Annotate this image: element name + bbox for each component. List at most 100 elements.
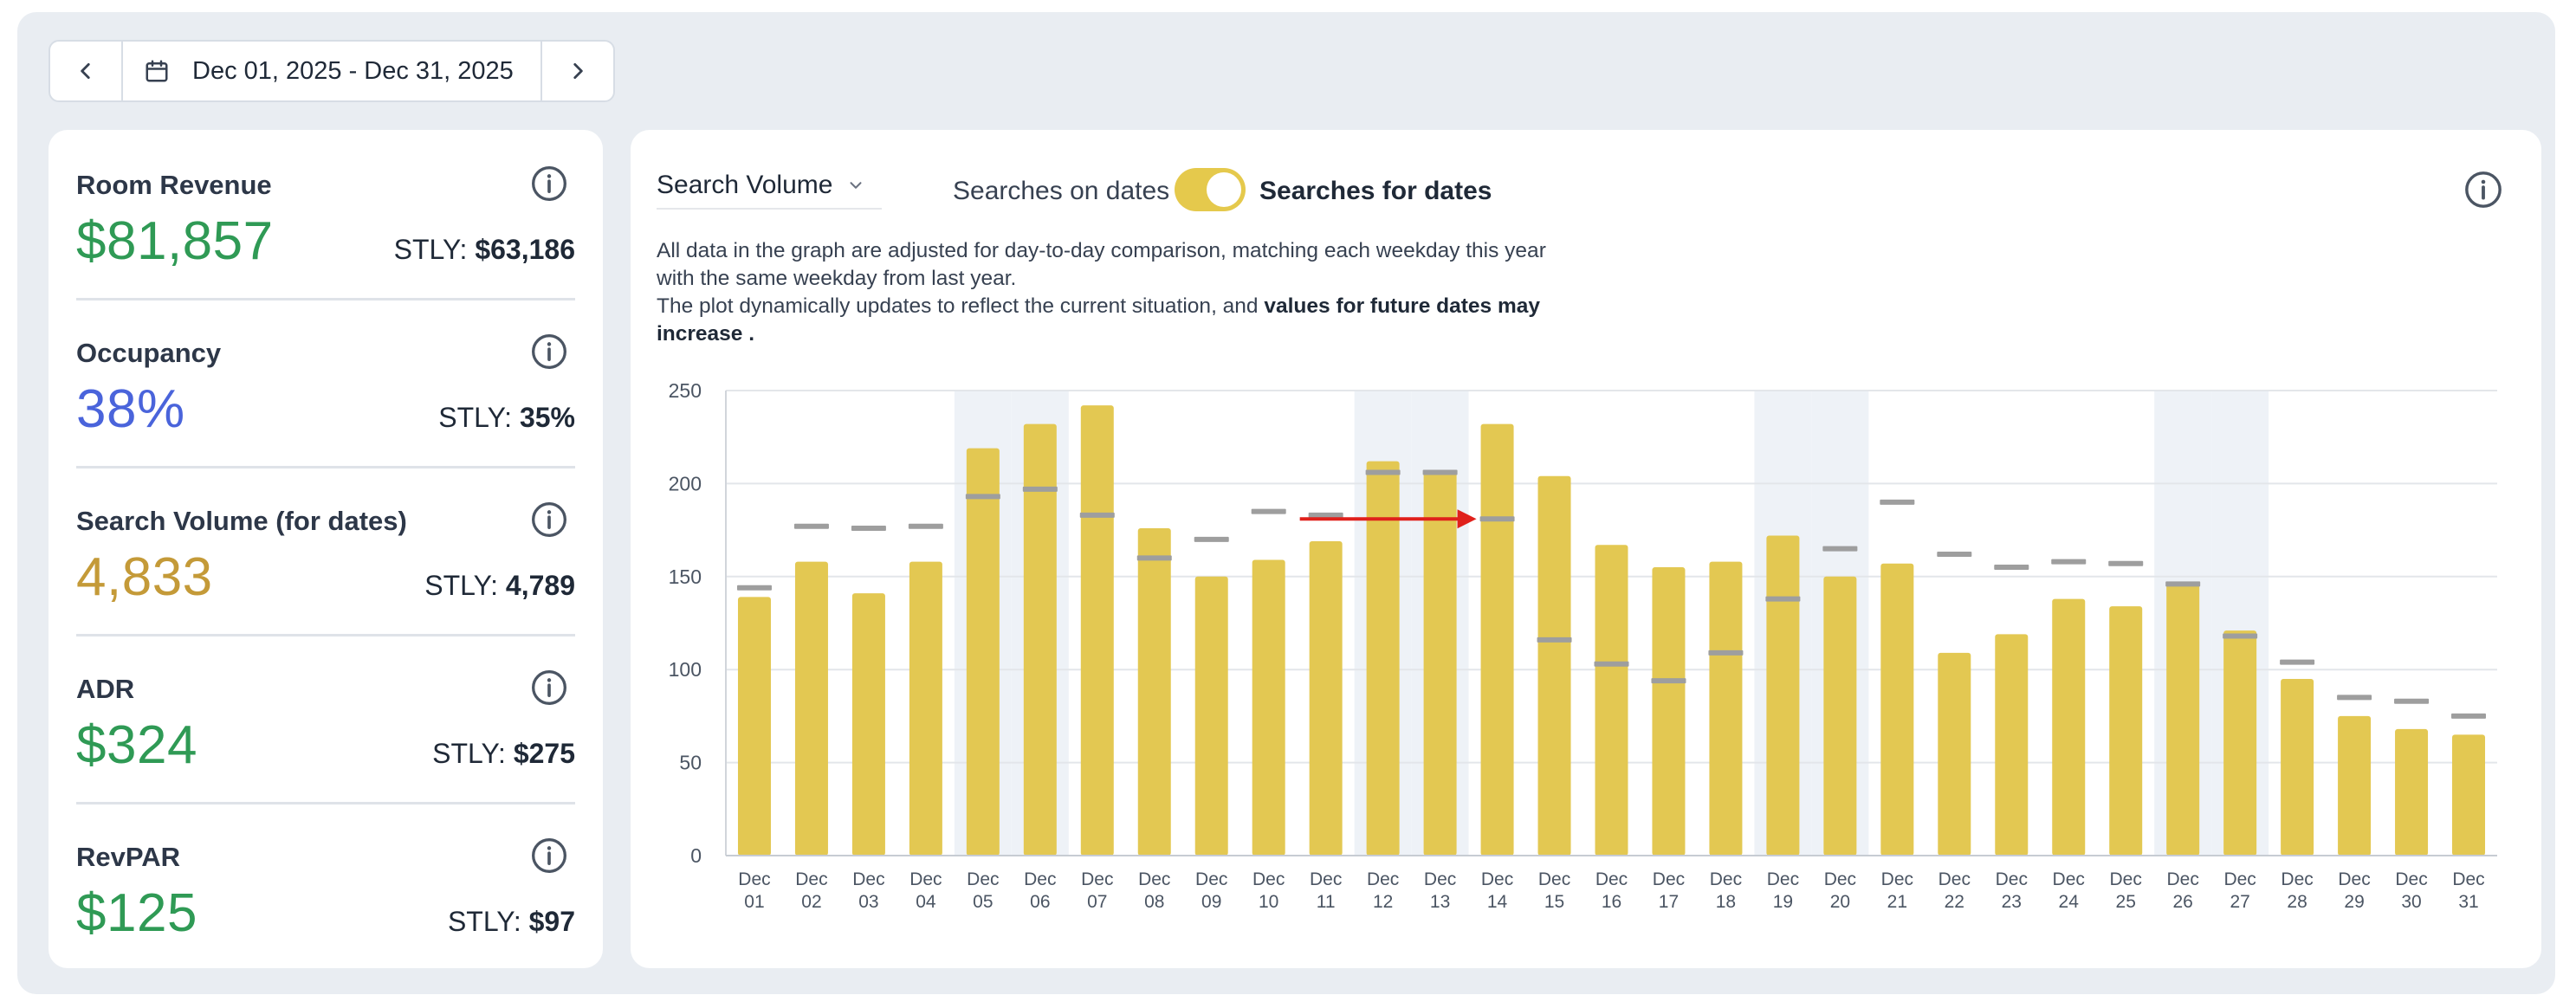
search-mode-toggle[interactable]	[1175, 168, 1246, 211]
x-tick-label: Dec 24	[2053, 869, 2085, 912]
bar-current	[1995, 634, 2029, 856]
stly-marker	[1994, 565, 2029, 571]
bar-current	[851, 593, 885, 856]
date-range-picker: Dec 01, 2025 - Dec 31, 2025	[49, 40, 615, 102]
stly-marker	[1022, 486, 1058, 492]
x-tick-label: Dec 14	[1481, 869, 1513, 912]
bar-current	[909, 561, 942, 856]
stly-marker	[1880, 499, 1915, 505]
stly-marker	[2108, 560, 2144, 566]
y-tick-label: 250	[669, 379, 702, 402]
kpi-panel: Room Revenue $81,857 STLY: $63,186 Occup…	[49, 130, 603, 968]
x-tick-label: Dec 06	[1024, 869, 1056, 912]
x-tick-label: Dec 16	[1595, 869, 1628, 912]
x-tick-label: Dec 29	[2338, 869, 2370, 912]
x-tick-label: Dec 20	[1824, 869, 1856, 912]
chart-panel: Search Volume Searches on dates Searches…	[631, 130, 2541, 968]
kpi-value: $81,857	[76, 211, 274, 271]
x-tick-label: Dec 15	[1538, 869, 1570, 912]
chart-note-line1: All data in the graph are adjusted for d…	[657, 239, 1546, 290]
metric-select-value: Search Volume	[657, 171, 833, 199]
bar-current	[1023, 423, 1057, 856]
bar-current	[2452, 734, 2486, 856]
toggle-knob	[1207, 172, 1241, 207]
stly-marker	[1651, 678, 1686, 684]
stly-marker	[2280, 659, 2315, 665]
bar-current	[794, 561, 828, 856]
info-icon[interactable]	[530, 669, 568, 707]
info-icon[interactable]	[530, 501, 568, 539]
next-period-button[interactable]	[540, 42, 613, 100]
metric-select[interactable]: Search Volume	[657, 163, 882, 210]
info-icon[interactable]	[530, 333, 568, 371]
bar-current	[1595, 545, 1628, 856]
y-tick-label: 100	[669, 658, 702, 681]
kpi-value: 38%	[76, 379, 185, 439]
stly-marker	[1537, 636, 1572, 643]
x-tick-label: Dec 03	[852, 869, 884, 912]
date-range-field[interactable]: Dec 01, 2025 - Dec 31, 2025	[123, 42, 540, 100]
chart-note-line2: The plot dynamically updates to reflect …	[657, 294, 1265, 318]
kpi-occupancy: Occupancy 38% STLY: 35%	[76, 298, 575, 468]
info-icon[interactable]	[2463, 170, 2503, 210]
stly-marker	[1308, 512, 1343, 518]
y-tick-label: 50	[679, 752, 702, 774]
x-tick-label: Dec 18	[1710, 869, 1742, 912]
bar-current	[1309, 540, 1343, 856]
stly-marker	[1136, 555, 1172, 561]
x-tick-label: Dec 21	[1881, 869, 1913, 912]
date-range-label: Dec 01, 2025 - Dec 31, 2025	[192, 56, 514, 85]
x-tick-label: Dec 26	[2166, 869, 2198, 912]
kpi-value: 4,833	[76, 547, 213, 607]
x-tick-label: Dec 05	[967, 869, 999, 912]
x-tick-label: Dec 02	[795, 869, 827, 912]
stly-marker	[1365, 469, 1401, 475]
x-tick-label: Dec 19	[1767, 869, 1799, 912]
x-tick-label: Dec 31	[2452, 869, 2484, 912]
x-tick-label: Dec 01	[738, 869, 770, 912]
info-icon[interactable]	[530, 837, 568, 875]
x-tick-label: Dec 28	[2281, 869, 2313, 912]
bar-current	[2223, 630, 2257, 856]
kpi-stly: STLY: 35%	[438, 402, 575, 433]
info-icon[interactable]	[530, 165, 568, 203]
stly-marker	[1079, 512, 1115, 518]
toggle-label-searches-on-dates[interactable]: Searches on dates	[953, 177, 1170, 205]
kpi-room-revenue: Room Revenue $81,857 STLY: $63,186	[76, 130, 575, 300]
bar-current	[2166, 582, 2200, 856]
stly-marker	[2165, 581, 2201, 587]
bar-current	[1194, 576, 1228, 856]
bar-current	[1537, 475, 1571, 856]
bar-current	[2052, 598, 2086, 856]
bar-current	[1137, 527, 1171, 856]
bar-current	[2109, 606, 2143, 856]
x-tick-label: Dec 11	[1310, 869, 1342, 912]
stly-marker	[2451, 713, 2487, 719]
stly-marker	[2223, 633, 2258, 639]
chart-note-emphasis: values for future dates may increase .	[657, 294, 1540, 346]
bar-current	[1423, 470, 1457, 856]
x-tick-label: Dec 13	[1424, 869, 1456, 912]
chevron-right-icon	[573, 63, 583, 79]
x-tick-label: Dec 27	[2223, 869, 2256, 912]
kpi-stly: STLY: $97	[447, 906, 575, 937]
kpi-title: Search Volume (for dates)	[76, 506, 407, 536]
bar-current	[1366, 461, 1400, 856]
kpi-title: ADR	[76, 674, 135, 704]
kpi-adr: ADR $324 STLY: $275	[76, 634, 575, 804]
kpi-value: $125	[76, 883, 197, 943]
stly-marker	[736, 585, 772, 591]
bar-current	[737, 597, 771, 856]
toggle-label-searches-for-dates[interactable]: Searches for dates	[1259, 177, 1492, 205]
bar-current	[1766, 535, 1800, 856]
stly-marker	[1479, 516, 1515, 522]
kpi-search-volume: Search Volume (for dates) 4,833 STLY: 4,…	[76, 466, 575, 636]
bar-current	[1880, 563, 1914, 856]
bar-current	[1709, 561, 1743, 856]
previous-period-button[interactable]	[50, 42, 123, 100]
bar-current	[1080, 405, 1114, 856]
bar-current	[1480, 423, 1514, 856]
y-tick-label: 200	[669, 472, 702, 494]
kpi-revpar: RevPAR $125 STLY: $97	[76, 802, 575, 970]
stly-marker	[1708, 649, 1744, 656]
